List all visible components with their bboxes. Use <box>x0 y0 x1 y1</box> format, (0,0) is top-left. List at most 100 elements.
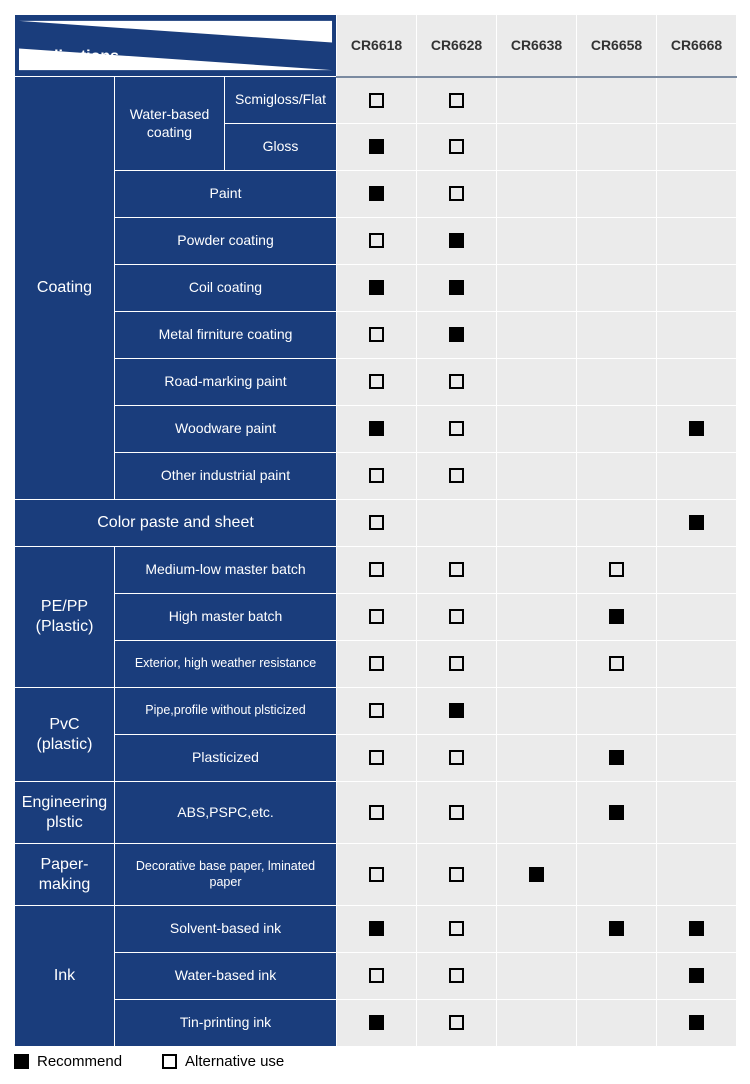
brand-col-1: CR6628 <box>417 15 497 77</box>
data-cell <box>337 735 417 782</box>
empty-square-icon <box>449 186 464 201</box>
empty-square-icon <box>449 93 464 108</box>
filled-square-icon <box>529 867 544 882</box>
table-row: Road-marking paint <box>15 359 737 406</box>
data-cell <box>417 735 497 782</box>
data-cell <box>497 312 577 359</box>
empty-square-icon <box>449 656 464 671</box>
leaf-header: Road-marking paint <box>115 359 337 406</box>
legend-alternative: Alternative use <box>162 1053 284 1070</box>
data-cell <box>337 594 417 641</box>
filled-square-icon <box>609 609 624 624</box>
empty-square-icon <box>162 1054 177 1069</box>
data-cell <box>577 77 657 124</box>
data-cell <box>337 312 417 359</box>
data-cell <box>577 594 657 641</box>
data-cell <box>657 218 737 265</box>
data-cell <box>657 594 737 641</box>
data-cell <box>657 312 737 359</box>
data-cell <box>577 844 657 906</box>
data-cell <box>337 953 417 1000</box>
filled-square-icon <box>369 186 384 201</box>
data-cell <box>417 312 497 359</box>
category-header: PE/PP (Plastic) <box>15 547 115 688</box>
filled-square-icon <box>689 921 704 936</box>
data-cell <box>337 124 417 171</box>
data-cell <box>417 218 497 265</box>
data-cell <box>497 688 577 735</box>
data-cell <box>657 1000 737 1047</box>
leaf-header: Water-based ink <box>115 953 337 1000</box>
filled-square-icon <box>449 233 464 248</box>
data-cell <box>337 547 417 594</box>
empty-square-icon <box>609 656 624 671</box>
empty-square-icon <box>449 750 464 765</box>
empty-square-icon <box>449 805 464 820</box>
data-cell <box>577 359 657 406</box>
data-cell <box>417 453 497 500</box>
filled-square-icon <box>369 1015 384 1030</box>
filled-square-icon <box>689 421 704 436</box>
data-cell <box>417 359 497 406</box>
data-cell <box>577 782 657 844</box>
data-cell <box>657 453 737 500</box>
header-corner: Applications Brands <box>15 15 337 77</box>
empty-square-icon <box>369 562 384 577</box>
data-cell <box>337 171 417 218</box>
data-cell <box>417 594 497 641</box>
leaf-header: Metal firniture coating <box>115 312 337 359</box>
data-cell <box>497 844 577 906</box>
data-cell <box>657 641 737 688</box>
legend-alternative-label: Alternative use <box>185 1053 284 1070</box>
filled-square-icon <box>609 750 624 765</box>
data-cell <box>657 265 737 312</box>
data-cell <box>657 953 737 1000</box>
data-cell <box>497 500 577 547</box>
brand-col-2: CR6638 <box>497 15 577 77</box>
empty-square-icon <box>449 139 464 154</box>
data-cell <box>577 641 657 688</box>
table-row: Exterior, high weather resistance <box>15 641 737 688</box>
table-row: CoatingWater-based coatingScmigloss/Flat <box>15 77 737 124</box>
empty-square-icon <box>369 327 384 342</box>
data-cell <box>417 171 497 218</box>
data-cell <box>497 953 577 1000</box>
data-cell <box>657 547 737 594</box>
data-cell <box>417 406 497 453</box>
data-cell <box>577 500 657 547</box>
filled-square-icon <box>689 515 704 530</box>
leaf-header: Paint <box>115 171 337 218</box>
empty-square-icon <box>369 468 384 483</box>
table-row: Plasticized <box>15 735 737 782</box>
data-cell <box>417 265 497 312</box>
data-cell <box>337 641 417 688</box>
filled-square-icon <box>449 280 464 295</box>
leaf-header: Woodware paint <box>115 406 337 453</box>
data-cell <box>497 406 577 453</box>
data-cell <box>417 782 497 844</box>
table-row: Woodware paint <box>15 406 737 453</box>
applications-label: Applications <box>23 48 119 66</box>
leaf-header: Powder coating <box>115 218 337 265</box>
data-cell <box>497 735 577 782</box>
filled-square-icon <box>369 921 384 936</box>
table-row: PE/PP (Plastic)Medium-low master batch <box>15 547 737 594</box>
data-cell <box>577 218 657 265</box>
data-cell <box>497 641 577 688</box>
table-row: Tin-printing ink <box>15 1000 737 1047</box>
leaf-header: Coil coating <box>115 265 337 312</box>
data-cell <box>657 406 737 453</box>
brand-col-4: CR6668 <box>657 15 737 77</box>
data-cell <box>337 406 417 453</box>
row-header: Color paste and sheet <box>15 500 337 547</box>
brand-col-0: CR6618 <box>337 15 417 77</box>
legend: Recommend Alternative use <box>14 1053 736 1070</box>
table-row: High master batch <box>15 594 737 641</box>
table-row: Powder coating <box>15 218 737 265</box>
data-cell <box>417 77 497 124</box>
empty-square-icon <box>449 609 464 624</box>
leaf-header: Scmigloss/Flat <box>225 77 337 124</box>
filled-square-icon <box>609 921 624 936</box>
data-cell <box>657 906 737 953</box>
data-cell <box>337 906 417 953</box>
